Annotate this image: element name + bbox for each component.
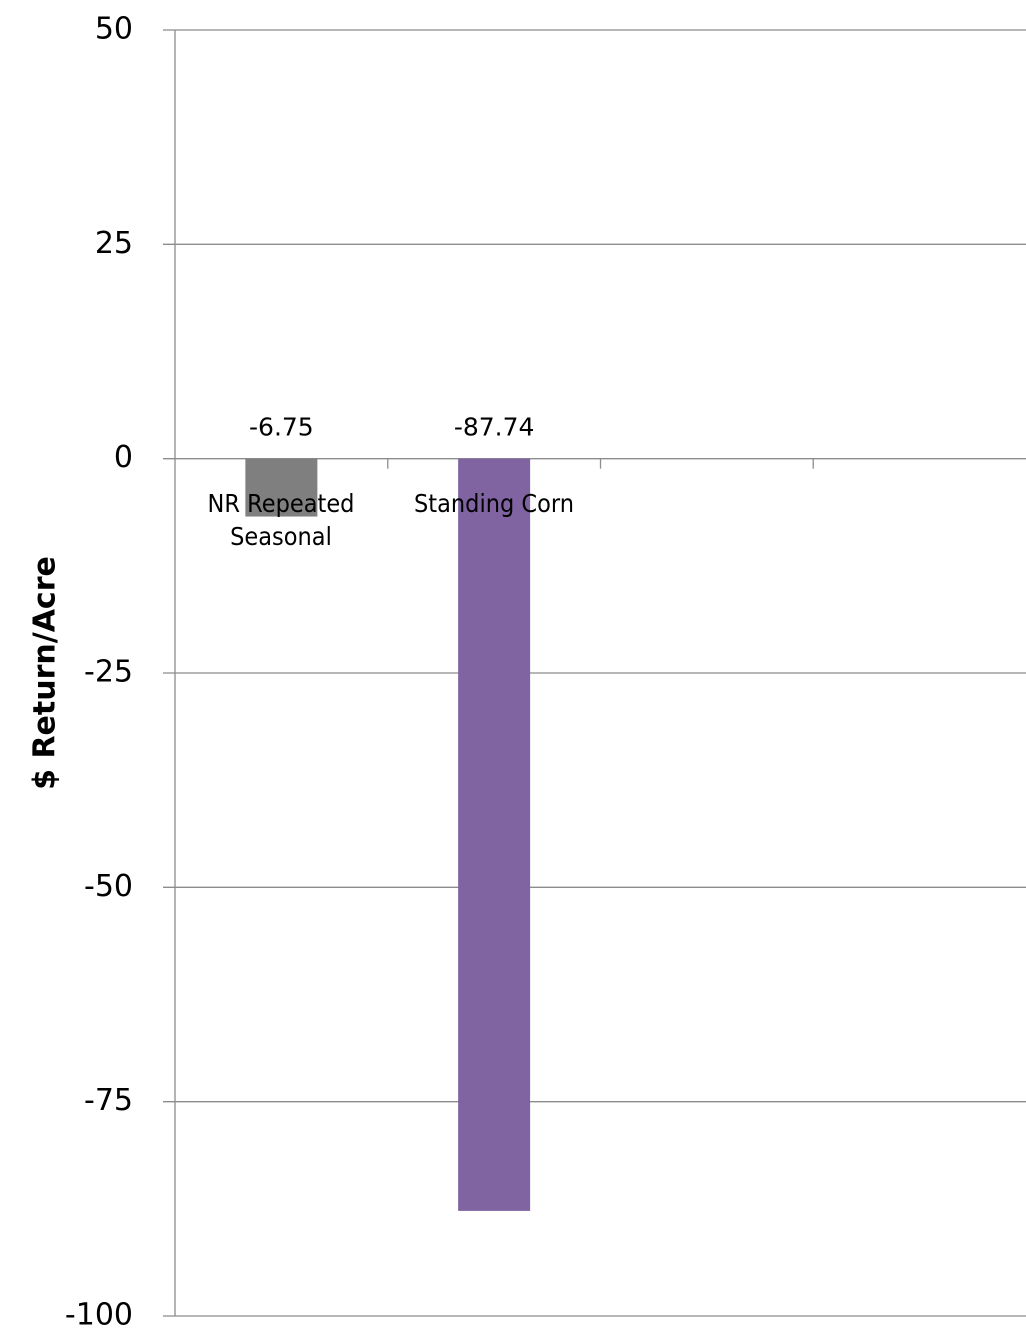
data-label: -6.75 [249,413,314,442]
y-tick-label: 0 [114,440,133,475]
y-tick-label: -75 [84,1083,133,1118]
y-tick-label: 50 [95,12,133,47]
bar [458,458,531,1211]
y-tick-label: -25 [84,655,133,690]
y-tick-label: -100 [65,1298,133,1333]
bar [245,458,318,517]
y-tick-label: 25 [95,226,133,261]
data-label: -87.74 [454,413,535,442]
y-tick-label: -50 [84,869,133,904]
x-tick-label: Standing Corn [414,488,575,518]
y-axis-label: $ Return/Acre [28,556,63,790]
x-tick-label: NR Repeated Seasonal [207,488,355,551]
